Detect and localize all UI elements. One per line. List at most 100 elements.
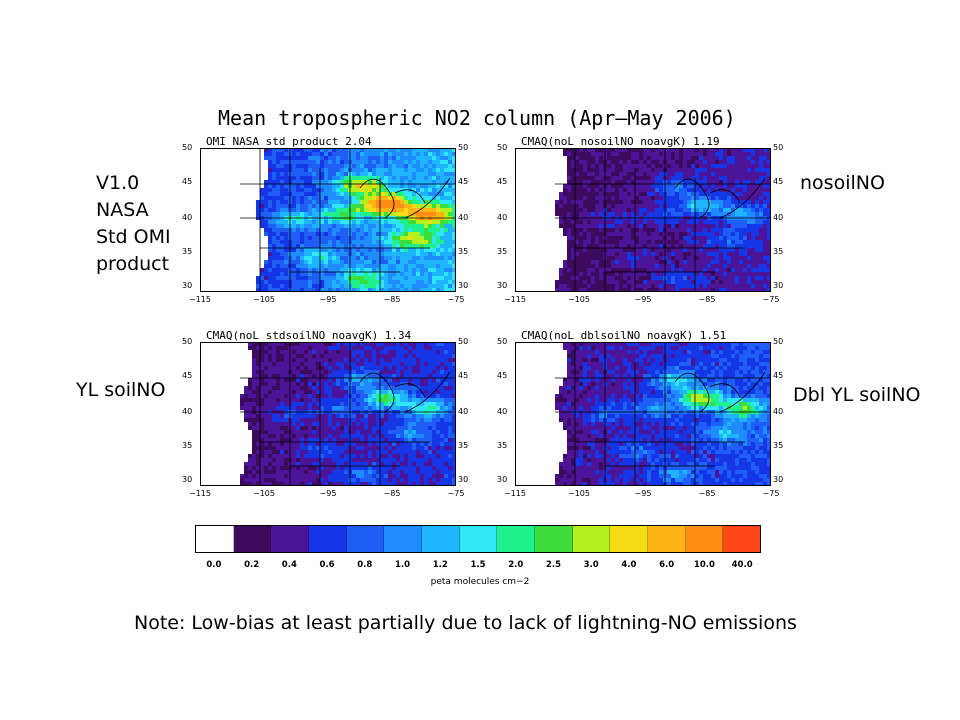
lat-tick-label: 45 xyxy=(182,371,193,380)
colorbar-unit: peta molecules cm−2 xyxy=(430,577,530,587)
colorbar-labels: 0.0 0.2 0.4 0.6 0.8 1.0 1.2 1.5 2.0 2.5 3.0 4.0 6.0 1… xyxy=(195,560,761,574)
colorbar-label: 0.0 xyxy=(206,560,222,570)
lat-tick-label: 30 xyxy=(182,281,193,290)
lat-tick-label: 30 xyxy=(458,281,469,290)
lon-tick-label: −95 xyxy=(319,295,337,304)
colorbar-label: 3.0 xyxy=(583,560,599,570)
lon-tick-label: −95 xyxy=(634,489,652,498)
lon-tick-label: −105 xyxy=(568,489,590,498)
panel-title: CMAQ(noL nosoilNO noavgK) 1.19 xyxy=(521,135,720,148)
colorbar-cell xyxy=(233,526,272,552)
colorbar-label: 1.2 xyxy=(432,560,448,570)
lat-tick-label: 50 xyxy=(773,337,784,346)
lat-tick-label: 50 xyxy=(497,337,508,346)
lat-tick-label: 45 xyxy=(458,371,469,380)
map-panel-omi: OMI NASA std product 2.04 50 50 45 45 40 40 35… xyxy=(178,135,478,320)
lat-tick-label: 45 xyxy=(458,177,469,186)
lat-tick-label: 40 xyxy=(497,407,508,416)
lon-tick-label: −75 xyxy=(447,295,465,304)
label-line: V1.0 xyxy=(96,172,140,194)
colorbar-cell xyxy=(648,526,686,552)
colorbar-label: 6.0 xyxy=(659,560,675,570)
lat-tick-label: 40 xyxy=(182,213,193,222)
note-text: Note: Low-bias at least partially due to… xyxy=(134,612,797,634)
lat-tick-label: 30 xyxy=(773,475,784,484)
lon-tick-label: −115 xyxy=(189,489,211,498)
colorbar-cell xyxy=(535,526,573,552)
panel-title: CMAQ(noL dblsoilNO noavgK) 1.51 xyxy=(521,329,727,342)
lat-tick-label: 45 xyxy=(773,371,784,380)
colorbar-label: 0.2 xyxy=(244,560,260,570)
colorbar-label: 4.0 xyxy=(621,560,637,570)
lon-tick-label: −95 xyxy=(634,295,652,304)
lat-tick-label: 40 xyxy=(458,407,469,416)
lat-tick-label: 45 xyxy=(182,177,193,186)
colorbar xyxy=(195,525,761,553)
lat-tick-label: 50 xyxy=(458,143,469,152)
lat-tick-label: 30 xyxy=(182,475,193,484)
colorbar-cell xyxy=(309,526,347,552)
lat-tick-label: 45 xyxy=(773,177,784,186)
no2-map xyxy=(515,148,771,292)
lat-tick-label: 40 xyxy=(773,407,784,416)
lat-tick-label: 40 xyxy=(773,213,784,222)
lon-tick-label: −105 xyxy=(253,489,275,498)
lon-tick-label: −75 xyxy=(447,489,465,498)
lon-tick-label: −95 xyxy=(319,489,337,498)
lon-tick-label: −115 xyxy=(504,489,526,498)
colorbar-label: 0.4 xyxy=(281,560,297,570)
colorbar-label: 40.0 xyxy=(731,560,753,570)
no2-map xyxy=(200,148,456,292)
lat-tick-label: 40 xyxy=(458,213,469,222)
lat-tick-label: 45 xyxy=(497,371,508,380)
label-line: product xyxy=(96,253,170,275)
colorbar-label: 0.8 xyxy=(357,560,373,570)
colorbar-cell xyxy=(459,526,498,552)
no2-map xyxy=(515,342,771,486)
lat-tick-label: 35 xyxy=(458,441,469,450)
lon-tick-label: −85 xyxy=(383,295,401,304)
label-line: NASA xyxy=(96,199,149,221)
lon-tick-label: −85 xyxy=(383,489,401,498)
lat-tick-label: 35 xyxy=(182,247,193,256)
colorbar-cell xyxy=(346,526,385,552)
lon-tick-label: −105 xyxy=(568,295,590,304)
panel-title: OMI NASA std product 2.04 xyxy=(206,135,372,148)
colorbar-cell xyxy=(384,526,423,552)
lon-tick-label: −115 xyxy=(504,295,526,304)
lat-tick-label: 35 xyxy=(497,441,508,450)
colorbar-label: 1.5 xyxy=(470,560,486,570)
colorbar-cell xyxy=(572,526,611,552)
colorbar-cell xyxy=(723,526,761,552)
lon-tick-label: −85 xyxy=(698,295,716,304)
label-line: Std OMI xyxy=(96,226,171,248)
lat-tick-label: 35 xyxy=(182,441,193,450)
map-panel-dblsoil: CMAQ(noL dblsoilNO noavgK) 1.51 50 50 45 45… xyxy=(493,329,793,514)
lat-tick-label: 50 xyxy=(497,143,508,152)
colorbar-label: 2.0 xyxy=(508,560,524,570)
lat-tick-label: 50 xyxy=(182,337,193,346)
label-dbl-yl-soilno: Dbl YL soilNO xyxy=(793,384,921,406)
colorbar-cell xyxy=(685,526,724,552)
lat-tick-label: 40 xyxy=(182,407,193,416)
label-nasa-product: V1.0 NASA Std OMI product xyxy=(96,170,171,278)
lat-tick-label: 35 xyxy=(773,441,784,450)
lat-tick-label: 50 xyxy=(458,337,469,346)
colorbar-label: 1.0 xyxy=(395,560,411,570)
lon-tick-label: −75 xyxy=(762,489,780,498)
lat-tick-label: 50 xyxy=(182,143,193,152)
lat-tick-label: 35 xyxy=(773,247,784,256)
colorbar-label: 2.5 xyxy=(545,560,561,570)
label-nosoilno: nosoilNO xyxy=(800,172,885,194)
map-panel-nosoil: CMAQ(noL nosoilNO noavgK) 1.19 50 50 45 45 4… xyxy=(493,135,793,320)
lat-tick-label: 30 xyxy=(773,281,784,290)
figure-title: Mean tropospheric NO2 column (Apr—May 20… xyxy=(218,106,736,130)
map-panel-stdsoil: CMAQ(noL stdsoilNO noavgK) 1.34 50 50 45 45… xyxy=(178,329,478,514)
colorbar-cell xyxy=(610,526,649,552)
colorbar-cell xyxy=(497,526,536,552)
lon-tick-label: −115 xyxy=(189,295,211,304)
no2-map xyxy=(200,342,456,486)
lat-tick-label: 30 xyxy=(497,475,508,484)
lat-tick-label: 35 xyxy=(497,247,508,256)
